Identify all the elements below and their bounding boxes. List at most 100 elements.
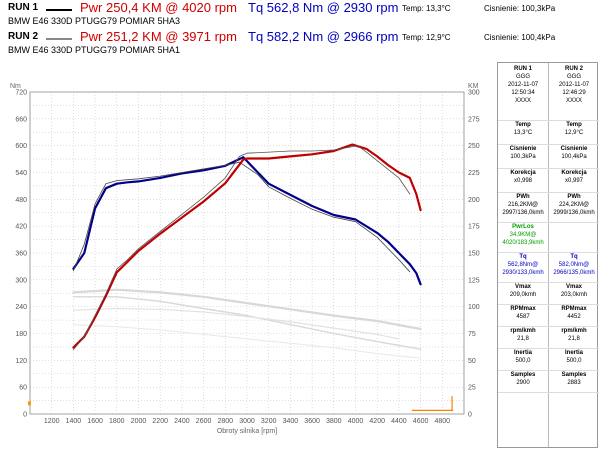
results-panel: RUN 1 GGG 2012-11-07 12:50:34 XXXX RUN 2 GGG 20…: [497, 62, 599, 448]
y-tick-left: 720: [15, 90, 27, 97]
panel-value: 2930/133,0kmh: [502, 270, 544, 276]
y-tick-right: 225: [468, 170, 480, 177]
panel-row: PwrLos 34,9KM@ 4020/183,9kmh: [498, 223, 599, 253]
panel-label: Samples: [510, 372, 536, 378]
panel-label: Cisnienie: [509, 146, 537, 152]
panel-label: RPMmax: [561, 306, 587, 312]
panel-row: PWh 216,2KM@ 2997/136,0kmh PWh 224,2KM@ 2999/…: [498, 193, 599, 223]
panel-row-divider: [498, 348, 599, 349]
y-tick-left: 60: [19, 385, 27, 392]
chart-grid: [29, 91, 465, 415]
panel-row-divider: [498, 326, 599, 327]
y-tick-left: 480: [15, 197, 27, 204]
run1-temp: Temp: 13,3°C: [402, 4, 451, 13]
panel-value: 100,4kPa: [561, 154, 587, 160]
series-line-2: [72, 143, 422, 349]
panel-row-divider: [498, 392, 599, 393]
y-tick-right: 200: [468, 197, 480, 204]
right-axis-unit: KM: [468, 83, 479, 90]
panel-row-divider: [498, 120, 599, 121]
panel-value: 12:46:29: [562, 90, 586, 96]
y-tick-right: 300: [468, 90, 480, 97]
series-line-0: [72, 156, 422, 286]
panel-cell-run2: rpm/kmh 21,8: [549, 327, 599, 343]
panel-cell-run2: Tq 582,0Nm@ 2966/135,0kmh: [549, 253, 599, 277]
panel-value: 2997/136,0kmh: [502, 210, 544, 216]
panel-cell-run1: Tq 562,8Nm@ 2930/133,0kmh: [498, 253, 548, 277]
x-tick: 1400: [66, 418, 82, 425]
run1-label: RUN 1: [8, 2, 39, 13]
left-axis-unit: Nm: [10, 83, 21, 90]
panel-cell-run1: Korekcja x0,998: [498, 169, 548, 185]
panel-row: Korekcja x0,998 Korekcja x0,997: [498, 169, 599, 193]
panel-label: Korekcja: [510, 170, 536, 176]
x-tick: 3400: [283, 418, 299, 425]
panel-cell-run1: Vmax 209,0kmh: [498, 283, 548, 299]
run2-swatch: [46, 38, 72, 40]
panel-label: Vmax: [514, 284, 531, 290]
panel-row-divider: [498, 192, 599, 193]
panel-cell-run2: RPMmax 4452: [549, 305, 599, 321]
panel-value: GGG: [515, 74, 530, 80]
run1-torque: Tq 562,8 Nm @ 2930 rpm: [248, 0, 399, 15]
chart-labels: 0 60 120 180 240 300 360 420 480 540 600 660 720 0 25 5…: [10, 83, 480, 435]
panel-value: 2999/136,0kmh: [553, 210, 595, 216]
panel-value: GGG: [566, 74, 581, 80]
panel-label: PWh: [567, 194, 581, 200]
series-line-4: [72, 288, 422, 331]
run1-pressure: Cisnienie: 100,3kPa: [484, 4, 556, 13]
panel-value: 4452: [567, 314, 581, 320]
panel-row-divider: [498, 252, 599, 253]
panel-value: 216,2KM@: [507, 202, 539, 208]
panel-row: Tq 562,8Nm@ 2930/133,0kmh Tq 582,0Nm@ 2966/13…: [498, 253, 599, 283]
panel-cell-run1: RPMmax 4587: [498, 305, 548, 321]
panel-value: 224,2KM@: [558, 202, 590, 208]
panel-row: Vmax 209,0kmh Vmax 203,0kmh: [498, 283, 599, 305]
panel-label: rpm/kmh: [510, 328, 536, 334]
x-tick: 3200: [261, 418, 277, 425]
panel-cell-run1: RUN 1 GGG 2012-11-07 12:50:34 XXXX: [498, 65, 548, 105]
panel-value: 203,0kmh: [560, 292, 588, 298]
run2-pressure: Cisnienie: 100,4kPa: [484, 33, 556, 42]
x-tick: 4400: [391, 418, 407, 425]
panel-value: 582,0Nm@: [558, 262, 590, 268]
panel-value: 21,8: [568, 336, 580, 342]
x-tick: 1800: [109, 418, 125, 425]
panel-row-divider: [498, 282, 599, 283]
panel-cell-run2: Korekcja x0,997: [549, 169, 599, 185]
dyno-chart: 0 60 120 180 240 300 360 420 480 540 600 660 720 0 25 5…: [10, 83, 480, 435]
panel-row: Cisnienie 100,3kPa Cisnienie 100,4kPa: [498, 145, 599, 169]
panel-cell-run1: rpm/kmh 21,8: [498, 327, 548, 343]
y-tick-right: 275: [468, 116, 480, 123]
panel-value: 500,0: [566, 358, 582, 364]
panel-value: 2012-11-07: [558, 82, 590, 88]
panel-label: Samples: [561, 372, 587, 378]
panel-row-divider: [498, 222, 599, 223]
run2-car: BMW E46 330D PTUGG79 POMIAR 5HA1: [8, 45, 181, 55]
panel-cell-run2: Inertia 500,0: [549, 349, 599, 365]
panel-label: Inertia: [564, 350, 583, 356]
panel-value: 2900: [516, 380, 530, 386]
x-tick: 3600: [304, 418, 320, 425]
series-line-7: [72, 324, 422, 359]
y-tick-left: 360: [15, 251, 27, 258]
panel-label: Korekcja: [561, 170, 587, 176]
series-line-1: [73, 161, 411, 273]
run2-torque: Tq 582,2 Nm @ 2966 rpm: [248, 29, 399, 44]
panel-cell-run2: Vmax 203,0kmh: [549, 283, 599, 299]
y-tick-left: 180: [15, 331, 27, 338]
y-tick-left: 600: [15, 143, 27, 150]
panel-label: Tq: [519, 254, 527, 260]
y-tick-right: 50: [468, 358, 476, 365]
x-tick: 2600: [196, 418, 212, 425]
x-tick: 3000: [239, 418, 255, 425]
panel-label: Temp: [566, 122, 582, 128]
panel-value: 209,0kmh: [509, 292, 537, 298]
run1-power: Pwr 250,4 KM @ 4020 rpm: [80, 0, 237, 15]
panel-row: rpm/kmh 21,8 rpm/kmh 21,8: [498, 327, 599, 349]
panel-row-divider: [498, 304, 599, 305]
x-tick: 2800: [218, 418, 234, 425]
y-tick-right: 150: [468, 251, 480, 258]
y-tick-left: 0: [23, 412, 27, 419]
panel-row: Temp 13,3°C Temp 12,9°C: [498, 121, 599, 145]
